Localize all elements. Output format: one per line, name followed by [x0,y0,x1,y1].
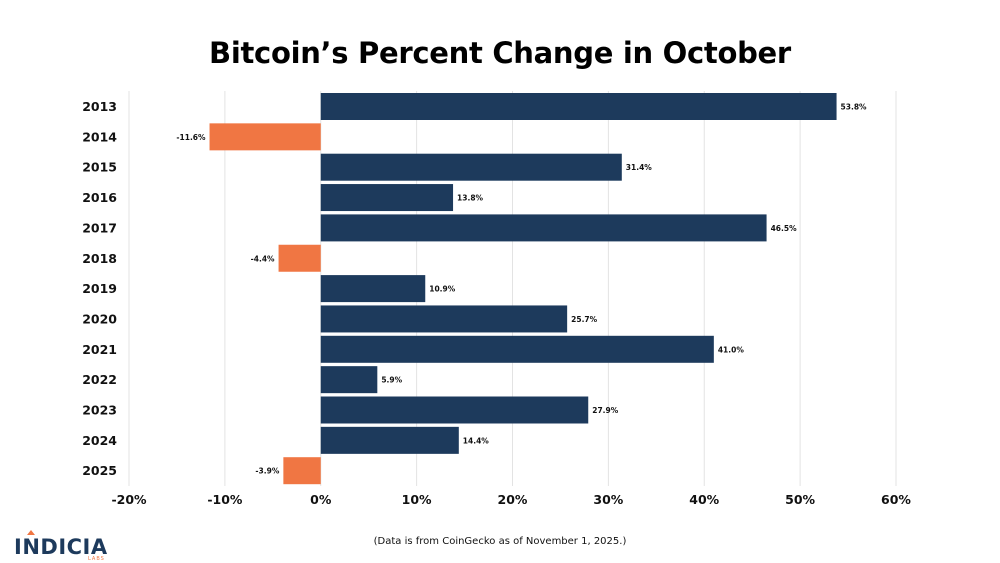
category-label-2020: 2020 [82,311,117,326]
bar-2013 [320,93,837,120]
value-label-2013: 53.8% [841,103,868,112]
bar-2025 [283,457,321,485]
value-label-2019: 10.9% [429,285,456,294]
bar-2020 [320,305,568,333]
x-tick-label: 10% [402,492,432,507]
category-label-2017: 2017 [82,220,117,235]
x-tick-label: 0% [310,492,332,507]
category-label-2019: 2019 [82,281,117,296]
value-label-2021: 41.0% [718,345,745,354]
category-label-2025: 2025 [82,463,117,478]
source-note: (Data is from CoinGecko as of November 1… [373,536,627,547]
x-tick-label: 30% [593,492,623,507]
category-label-2024: 2024 [82,433,117,448]
value-labels: 53.8% -11.6% 31.4% 13.8% 46.5% -4.4% 10.9% 25.7… [176,103,867,476]
bar-2016 [320,184,454,212]
bar-2018 [278,244,321,272]
bar-2017 [320,214,767,242]
bar-2023 [320,396,589,424]
bar-2019 [320,275,426,303]
bars [209,93,837,485]
category-label-2016: 2016 [82,190,117,205]
bar-chart: 53.8% -11.6% 31.4% 13.8% 46.5% -4.4% 10.9% 25.7… [82,91,911,507]
value-label-2024: 14.4% [463,436,490,445]
x-tick-label: 20% [498,492,528,507]
category-labels: 2013 2014 2015 2016 2017 2018 2019 2020 2021 2022… [82,99,117,478]
x-tick-label: -20% [111,492,147,507]
value-label-2015: 31.4% [626,163,653,172]
value-label-2020: 25.7% [571,315,598,324]
chart-title: Bitcoin’s Percent Change in October [209,36,791,70]
x-tick-label: -10% [207,492,243,507]
bar-2022 [320,366,378,394]
category-label-2023: 2023 [82,403,117,418]
value-label-2018: -4.4% [251,254,275,263]
value-label-2017: 46.5% [771,224,798,233]
x-tick-label: 60% [881,492,911,507]
bar-2021 [320,335,714,363]
bar-2014 [209,123,321,151]
x-axis-ticks: -20% -10% 0% 10% 20% 30% 40% 50% 60% [111,492,911,507]
category-label-2014: 2014 [82,129,117,144]
value-label-2025: -3.9% [255,467,279,476]
category-label-2022: 2022 [82,372,117,387]
value-label-2016: 13.8% [457,194,484,203]
value-label-2023: 27.9% [592,406,619,415]
logo-mark-icon [27,530,35,535]
indicia-labs-logo: INDICIA LABS [14,530,114,562]
category-label-2018: 2018 [82,251,117,266]
category-label-2015: 2015 [82,160,117,175]
category-label-2021: 2021 [82,342,117,357]
value-label-2014: -11.6% [176,133,206,142]
logo-wordmark: INDICIA [14,535,108,559]
value-label-2022: 5.9% [381,376,402,385]
bar-2015 [320,153,622,181]
logo-subtitle: LABS [88,556,105,562]
x-tick-label: 40% [689,492,719,507]
x-tick-label: 50% [785,492,815,507]
category-label-2013: 2013 [82,99,117,114]
bar-2024 [320,426,459,454]
